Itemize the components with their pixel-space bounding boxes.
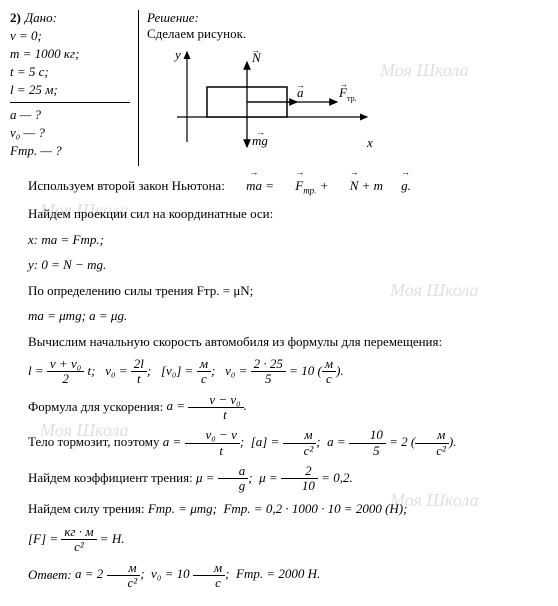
formula-line: ma = μmg; a = μg. bbox=[28, 306, 548, 326]
unknown-line: Fтр. — ? bbox=[10, 143, 130, 159]
given-line: v = 0; bbox=[10, 28, 130, 44]
force-diagram: y x N → a → F тр. → mg → bbox=[167, 47, 548, 166]
divider bbox=[10, 102, 130, 103]
top-section: 2) Дано: v = 0; m = 1000 кг; t = 5 с; l … bbox=[10, 10, 548, 166]
svg-text:тр.: тр. bbox=[347, 94, 357, 103]
paragraph: Найдем силу трения: Fтр. = μmg; Fтр. = 0… bbox=[10, 499, 548, 519]
unknown-line: v₀ — ? bbox=[10, 125, 130, 141]
paragraph: Вычислим начальную скорость автомобиля и… bbox=[10, 332, 548, 352]
diagram-svg: y x N → a → F тр. → mg → bbox=[167, 47, 387, 162]
given-title: Дано: bbox=[25, 10, 57, 25]
paragraph: Найдем проекции сил на координатные оси: bbox=[10, 204, 548, 224]
svg-text:→: → bbox=[296, 80, 305, 90]
paragraph: Используем второй закон Ньютона: ma = Fт… bbox=[10, 176, 548, 198]
formula-line: x: ma = Fтр.; bbox=[28, 230, 548, 250]
paragraph: Найдем коэффициент трения: μ = ag; μ = 2… bbox=[10, 464, 548, 494]
given-line: m = 1000 кг; bbox=[10, 46, 130, 62]
formula-line: [F] = кг · мс² = Н. bbox=[28, 525, 548, 555]
paragraph: По определению силы трения Fтр. = μN; bbox=[10, 281, 548, 301]
paragraph: Формула для ускорения: a = v − v₀t. bbox=[10, 393, 548, 423]
formula-line: l = v + v₀2 t; v₀ = 2lt; [v₀] = мс; v₀ =… bbox=[28, 357, 548, 387]
answer: Ответ: a = 2 мс²; v₀ = 10 мс; Fтр. = 200… bbox=[10, 561, 548, 591]
svg-text:→: → bbox=[339, 79, 348, 89]
svg-text:y: y bbox=[173, 47, 181, 62]
solution-subtitle: Сделаем рисунок. bbox=[147, 26, 548, 42]
given-line: l = 25 м; bbox=[10, 82, 130, 98]
given-column: 2) Дано: v = 0; m = 1000 кг; t = 5 с; l … bbox=[10, 10, 139, 166]
problem-number: 2) bbox=[10, 10, 21, 26]
unknown-line: a — ? bbox=[10, 107, 130, 123]
paragraph: Тело тормозит, поэтому a = v₀ − vt; [a] … bbox=[10, 428, 548, 458]
svg-text:→: → bbox=[256, 127, 265, 137]
solution-title: Решение: bbox=[147, 10, 548, 26]
svg-text:x: x bbox=[366, 135, 373, 150]
given-line: t = 5 с; bbox=[10, 64, 130, 80]
formula-line: y: 0 = N − mg. bbox=[28, 255, 548, 275]
solution-column: Решение: Сделаем рисунок. y x N → bbox=[139, 10, 548, 166]
svg-text:→: → bbox=[251, 47, 260, 55]
